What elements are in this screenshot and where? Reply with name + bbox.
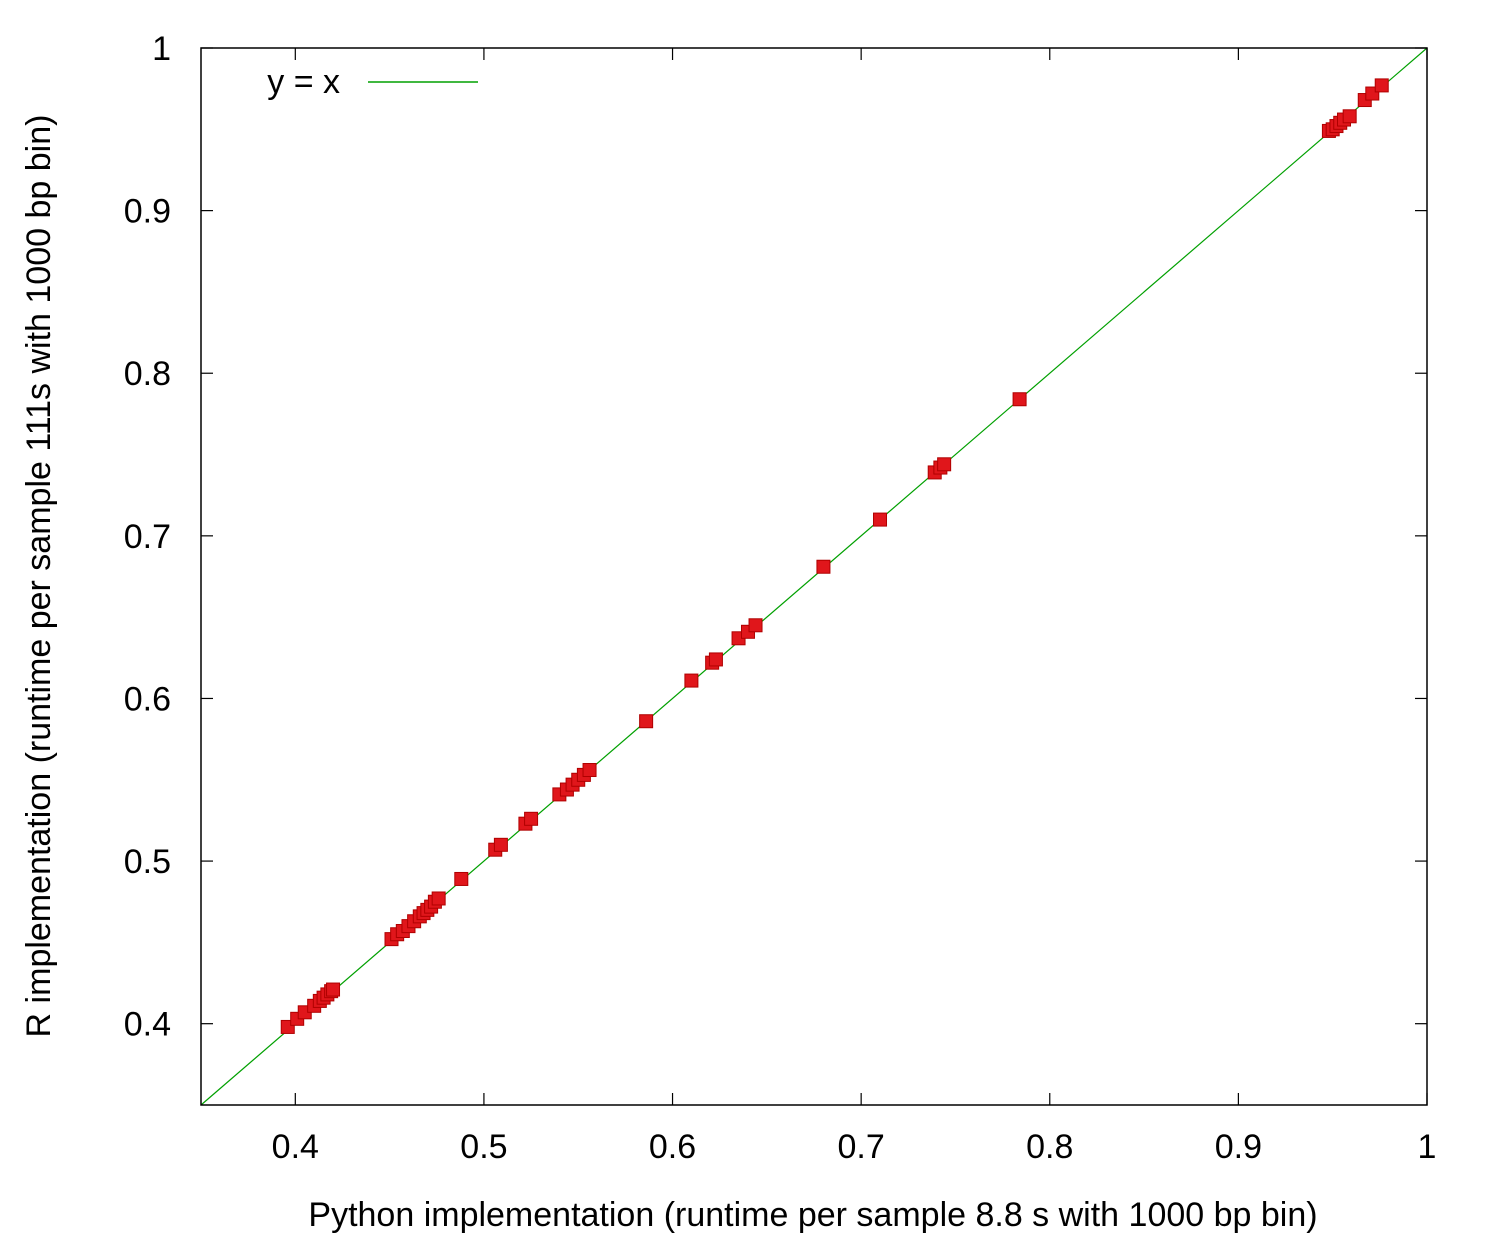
plot-area-border: [200, 47, 1428, 1106]
legend: y = x: [267, 63, 478, 101]
data-point: [1012, 392, 1027, 407]
y-tick-label: 0.8: [124, 355, 171, 393]
x-tick-label: 0.9: [1215, 1128, 1262, 1166]
data-point: [816, 559, 831, 574]
data-point: [454, 871, 469, 886]
y-tick-label: 0.9: [124, 193, 171, 231]
data-point: [708, 652, 723, 667]
reference-line-y-equals-x: [200, 47, 1428, 1106]
y-tick-label: 0.4: [124, 1006, 171, 1044]
x-tick-label: 0.7: [838, 1128, 885, 1166]
data-point: [493, 837, 508, 852]
x-tick-label: 0.5: [460, 1128, 507, 1166]
y-tick-label: 0.5: [124, 843, 171, 881]
data-point: [524, 811, 539, 826]
y-tick-label: 0.6: [124, 680, 171, 718]
data-point: [431, 891, 446, 906]
data-point: [1374, 78, 1389, 93]
legend-label-y-equals-x: y = x: [267, 63, 340, 101]
data-point: [326, 982, 341, 997]
y-tick-label: 1: [152, 30, 171, 68]
data-point: [748, 618, 763, 633]
x-tick-label: 1: [1418, 1128, 1437, 1166]
x-tick-label: 0.4: [272, 1128, 319, 1166]
x-tick-label: 0.8: [1026, 1128, 1073, 1166]
data-point: [582, 763, 597, 778]
data-point: [684, 673, 699, 688]
y-axis-title: R implementation (runtime per sample 111…: [20, 115, 58, 1038]
data-point: [937, 457, 952, 472]
data-point: [873, 512, 888, 527]
x-tick-label: 0.6: [649, 1128, 696, 1166]
data-point: [639, 714, 654, 729]
x-axis-title: Python implementation (runtime per sampl…: [308, 1196, 1317, 1234]
data-point: [1342, 109, 1357, 124]
y-tick-label: 0.7: [124, 518, 171, 556]
